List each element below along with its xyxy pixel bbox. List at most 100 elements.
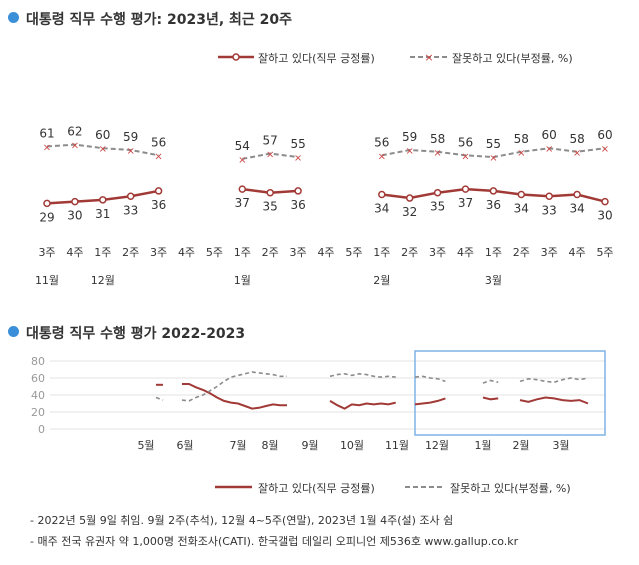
approve-data-label: 36 — [151, 198, 166, 212]
approve-data-label: 34 — [374, 201, 389, 215]
disapprove-point: × — [154, 151, 162, 162]
disapprove-data-label: 56 — [151, 135, 166, 149]
disapprove-point: × — [99, 144, 107, 155]
disapprove-data-label: 59 — [123, 130, 138, 144]
approve-data-label: 31 — [95, 207, 110, 221]
disapprove-point: × — [573, 148, 581, 159]
y-tick-label: 80 — [31, 355, 45, 368]
approve-data-label: 37 — [235, 196, 250, 210]
x-tick-label: 3주 — [541, 246, 558, 259]
x-tick-label: 3주 — [290, 246, 307, 259]
x-tick-label: 3주 — [38, 246, 55, 259]
approve-data-label: 36 — [290, 198, 305, 212]
approve-point — [294, 187, 302, 195]
x-month-label: 12월 — [425, 439, 449, 452]
disapprove-data-label: 58 — [430, 132, 445, 146]
section-bullet-icon — [8, 326, 19, 337]
disapprove-data-label: 56 — [458, 135, 473, 149]
disapprove-point: × — [461, 151, 469, 162]
approve-point — [601, 197, 609, 206]
chart2-title: 대통령 직무 수행 평가 2022-2023 — [26, 326, 246, 342]
disapprove-data-label: 60 — [542, 128, 557, 142]
disapprove-data-label: 57 — [263, 134, 278, 148]
disapprove-point: × — [43, 142, 51, 153]
approve-point — [378, 190, 386, 199]
disapprove-point: × — [71, 141, 79, 152]
recent-weeks-highlight-box — [414, 350, 606, 436]
legend2-approve-label: 잘하고 있다(직무 긍정률) — [258, 482, 375, 495]
approve-data-label: 32 — [402, 205, 417, 219]
approve-point — [489, 187, 498, 195]
x-tick-label: 1주 — [234, 246, 251, 259]
x-tick-label: 1주 — [485, 246, 502, 259]
x-month-label: 7월 — [229, 439, 246, 452]
month-label: 12월 — [91, 274, 115, 287]
y-tick-label: 40 — [31, 389, 45, 402]
x-tick-label: 2주 — [513, 246, 530, 259]
x-tick-label: 4주 — [457, 246, 474, 259]
x-tick-label: 2주 — [122, 246, 139, 259]
x-tick-label: 5주 — [206, 246, 223, 259]
x-month-label: 8월 — [261, 439, 278, 452]
disapprove-point: × — [489, 153, 497, 164]
disapprove-point: × — [433, 148, 441, 159]
disapprove-data-label: 58 — [514, 132, 529, 146]
approve-point — [405, 194, 414, 202]
legend1-approve-marker — [232, 53, 240, 61]
section-bullet-icon — [8, 12, 19, 23]
disapprove-trend-line — [482, 379, 499, 384]
month-label: 3월 — [485, 274, 502, 287]
chart1-plot: 3주 4주 1주 2주 3주 4주 5주 1주 2주 3주 4주 5주 1주 2주 3주 4주 1주 2주 3주 4주… — [35, 125, 614, 287]
x-tick-label: 5주 — [596, 246, 613, 259]
legend2-disapprove-label: 잘못하고 있다(부정률, %) — [450, 482, 571, 495]
x-month-label: 6월 — [176, 439, 193, 452]
approve-point — [433, 188, 442, 197]
disapprove-data-label: 58 — [569, 132, 584, 146]
y-tick-label: 60 — [31, 372, 45, 385]
disapprove-data-label: 54 — [235, 139, 250, 153]
disapprove-point: × — [601, 144, 609, 155]
approve-point — [266, 188, 274, 197]
x-tick-label: 5주 — [345, 246, 362, 259]
disapprove-data-label: 56 — [374, 135, 389, 149]
y-tick-label: 0 — [38, 423, 45, 436]
approve-data-label: 34 — [514, 201, 529, 215]
approve-point — [99, 196, 107, 204]
x-tick-label: 3주 — [429, 246, 446, 259]
disapprove-point: × — [294, 153, 302, 164]
x-tick-label: 1주 — [373, 246, 390, 259]
disapprove-data-label: 55 — [290, 137, 305, 151]
chart2-legend-swatches — [215, 485, 445, 489]
approve-data-label: 30 — [597, 209, 612, 223]
month-label: 1월 — [234, 274, 251, 287]
x-tick-label: 4주 — [66, 246, 83, 259]
x-tick-label: 2주 — [262, 246, 279, 259]
disapprove-trend-line — [181, 371, 287, 402]
approve-data-label: 34 — [569, 201, 584, 215]
approve-point — [126, 192, 135, 201]
month-label: 2월 — [373, 274, 390, 287]
disapprove-data-label: 60 — [95, 128, 110, 142]
footnote-1: - 2022년 5월 9일 취임. 9월 2주(추석), 12월 4~5주(연말… — [30, 514, 454, 527]
approve-trend-line — [519, 396, 589, 405]
approve-trend-line — [182, 383, 287, 410]
legend1-disapprove-label: 잘못하고 있다(부정률, %) — [452, 52, 573, 65]
approve-point — [517, 190, 526, 199]
x-month-label: 5월 — [137, 439, 154, 452]
disapprove-data-label: 61 — [39, 126, 54, 140]
approve-point — [545, 192, 553, 201]
approve-data-label: 35 — [430, 200, 445, 214]
chart1-title: 대통령 직무 수행 평가: 2023년, 최근 20주 — [26, 12, 293, 28]
chart2-plot: 0 20 40 60 80 5월 6월 7월 8월 9월 10월 11월 12월 1월 2월 3월 — [31, 350, 606, 452]
x-tick-label: 4주 — [178, 246, 195, 259]
disapprove-trend-line — [329, 372, 396, 378]
approve-data-label: 30 — [67, 209, 82, 223]
x-month-label: 2월 — [512, 439, 529, 452]
disapprove-point: × — [127, 146, 135, 157]
approve-point — [461, 185, 470, 193]
legend1-disapprove-marker: × — [424, 51, 433, 64]
disapprove-data-label: 55 — [486, 137, 501, 151]
x-month-label: 10월 — [340, 439, 364, 452]
legend1-approve-label: 잘하고 있다(직무 긍정률) — [258, 52, 375, 65]
disapprove-series-line — [381, 147, 606, 159]
